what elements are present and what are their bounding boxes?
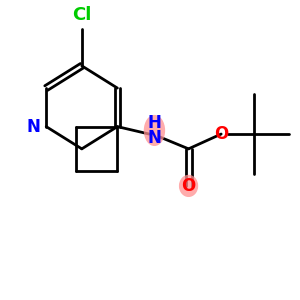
Text: N: N: [148, 129, 161, 147]
Text: Cl: Cl: [72, 6, 92, 24]
Text: H: H: [148, 114, 161, 132]
Text: N: N: [27, 118, 41, 136]
Ellipse shape: [144, 115, 165, 146]
Text: O: O: [182, 177, 196, 195]
Ellipse shape: [179, 175, 198, 197]
Text: O: O: [214, 125, 228, 143]
